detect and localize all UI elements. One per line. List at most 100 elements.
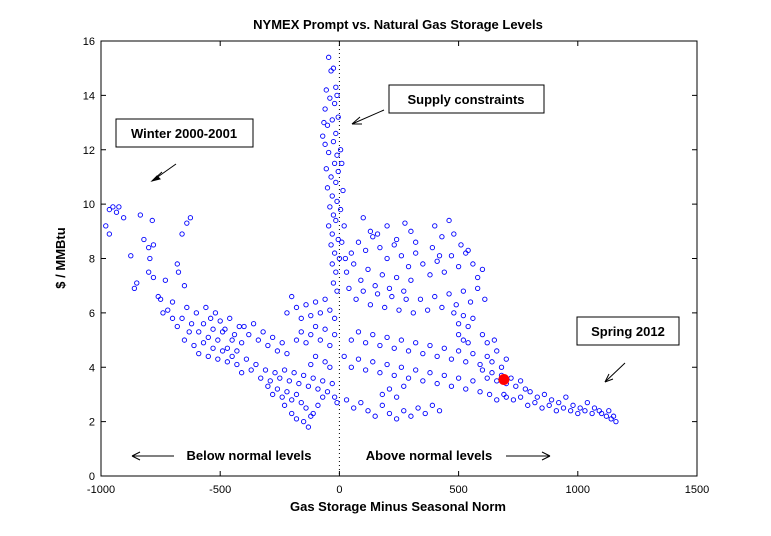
data-point (393, 274, 400, 281)
data-point (284, 310, 290, 316)
annotation-arrows (131, 109, 626, 461)
data-point (291, 370, 297, 376)
annotation-spring-text: Spring 2012 (591, 324, 665, 339)
data-point (362, 367, 369, 373)
y-axis-ticks: 0 2 4 6 8 10 12 14 16 (83, 36, 697, 483)
data-point (377, 244, 383, 251)
data-point (370, 359, 376, 365)
data-point (393, 236, 400, 243)
data-point (131, 285, 138, 292)
data-point (330, 212, 337, 218)
data-point (342, 255, 349, 262)
data-point (149, 217, 155, 224)
data-point (331, 160, 338, 166)
data-point (303, 405, 309, 411)
data-point (408, 413, 414, 419)
highlight-point (498, 373, 510, 385)
data-point (396, 307, 402, 313)
data-point (196, 351, 202, 357)
arrow-supply (351, 109, 385, 125)
data-point (327, 95, 333, 101)
data-point (200, 321, 207, 327)
data-point (556, 399, 562, 406)
data-point (465, 340, 471, 346)
data-point (110, 204, 116, 210)
data-point (479, 367, 486, 373)
data-point (333, 130, 339, 137)
data-point (546, 402, 552, 408)
data-point (293, 337, 300, 343)
data-point (337, 206, 344, 213)
data-point (329, 380, 335, 387)
data-point (239, 370, 245, 376)
data-point (326, 54, 332, 60)
data-point (436, 253, 443, 259)
data-point (432, 293, 438, 300)
data-point (248, 367, 254, 373)
data-point (484, 375, 490, 381)
data-point (322, 326, 328, 332)
data-point (146, 244, 152, 251)
data-point (324, 389, 331, 395)
y-tick-label: 14 (83, 90, 95, 102)
data-point (463, 359, 469, 365)
data-point (329, 117, 335, 123)
data-point (277, 375, 283, 381)
data-point (503, 356, 509, 362)
data-point (341, 223, 347, 229)
data-point (441, 372, 447, 379)
data-point (451, 231, 457, 237)
data-point (374, 231, 381, 237)
data-point (315, 402, 321, 408)
data-point (525, 402, 531, 408)
data-point (191, 342, 197, 349)
x-tick-label: -500 (209, 484, 231, 496)
annotation-winter-text: Winter 2000-2001 (131, 126, 237, 141)
data-point (403, 296, 409, 302)
data-point (413, 239, 419, 245)
data-point (405, 348, 412, 354)
data-point (489, 370, 495, 376)
data-point (227, 315, 233, 321)
data-point (386, 410, 393, 417)
data-point (281, 402, 288, 408)
data-point (417, 296, 424, 302)
data-point (606, 408, 612, 414)
data-point (384, 223, 390, 229)
data-point (402, 220, 408, 226)
x-tick-label: 1000 (566, 484, 590, 496)
data-point (321, 119, 327, 126)
data-point (429, 402, 436, 408)
data-point (224, 345, 231, 351)
data-point (377, 370, 383, 376)
data-point (453, 302, 459, 308)
data-point (120, 215, 127, 221)
data-point (293, 391, 300, 398)
data-point (205, 353, 211, 360)
data-point (362, 247, 369, 253)
data-point (239, 340, 245, 346)
data-point (379, 402, 385, 408)
data-point (150, 242, 157, 248)
data-point (584, 399, 590, 406)
data-point (312, 353, 319, 360)
data-point (475, 285, 481, 292)
data-point (210, 326, 216, 332)
data-point (186, 329, 192, 335)
data-point (358, 277, 364, 283)
data-point (333, 217, 339, 224)
data-point (312, 299, 319, 305)
data-point (420, 378, 426, 384)
data-point (360, 215, 366, 221)
data-point (482, 296, 488, 302)
data-point (343, 397, 350, 403)
data-point (355, 356, 362, 362)
data-point (398, 337, 405, 343)
data-point (382, 304, 388, 311)
data-point (329, 231, 335, 237)
data-point (370, 331, 376, 338)
data-point (591, 405, 598, 411)
data-point (323, 166, 329, 172)
data-point (274, 386, 281, 392)
data-point (323, 87, 329, 93)
